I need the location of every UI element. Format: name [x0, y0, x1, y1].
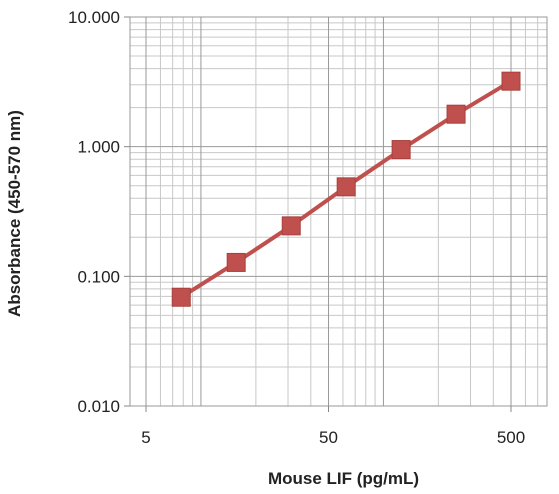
- y-tick-labels: 0.010 0.100 1.000 10.000: [68, 8, 130, 416]
- major-gridlines: [130, 17, 547, 406]
- plot-area-border: [129, 16, 548, 407]
- x-tick-label: 5: [141, 428, 150, 447]
- data-point-marker: [336, 177, 356, 197]
- y-tick-label: 0.100: [77, 267, 120, 286]
- x-axis-title: Mouse LIF (pg/mL): [268, 469, 419, 488]
- data-point-marker: [391, 140, 411, 160]
- x-tick-labels: 5 50 500: [141, 406, 525, 447]
- x-tick-label: 50: [319, 428, 338, 447]
- y-tick-label: 1.000: [77, 138, 120, 157]
- x-tick-label: 500: [497, 428, 525, 447]
- data-point-marker: [281, 216, 301, 236]
- data-point-marker: [501, 71, 521, 91]
- series-layer: [171, 71, 521, 307]
- data-point-marker: [171, 287, 191, 307]
- y-tick-label: 0.010: [77, 397, 120, 416]
- data-point-marker: [446, 104, 466, 124]
- y-axis-title: Absorbance (450-570 nm): [5, 110, 24, 317]
- data-point-marker: [226, 252, 246, 272]
- minor-gridlines: [130, 17, 547, 406]
- y-tick-label: 10.000: [68, 8, 120, 27]
